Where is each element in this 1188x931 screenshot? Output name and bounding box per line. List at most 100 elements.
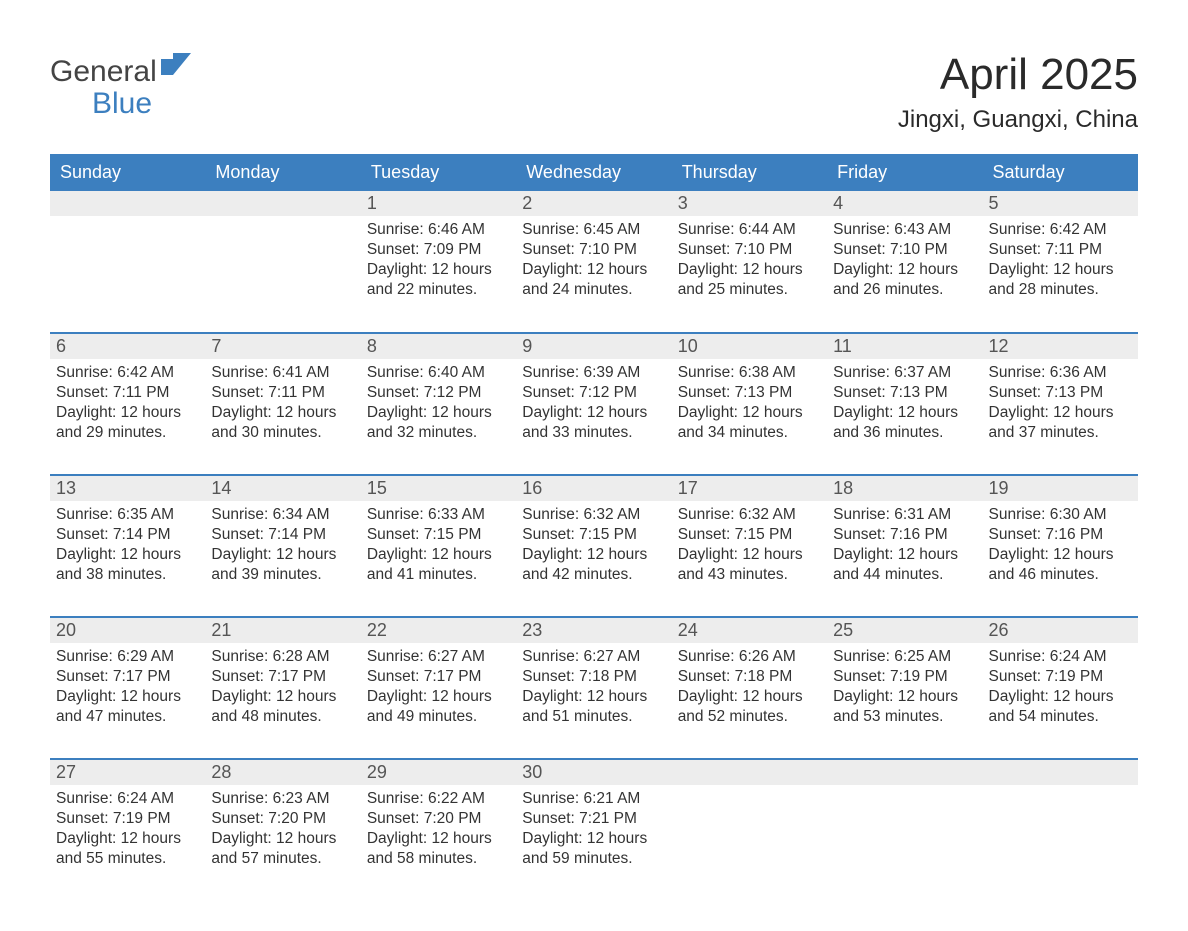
sunrise-line: Sunrise: 6:26 AM xyxy=(678,647,821,667)
calendar-day-cell xyxy=(50,191,205,333)
sunset-value: 7:18 PM xyxy=(579,668,637,685)
sunset-label: Sunset: xyxy=(989,384,1042,401)
sunrise-value: 6:36 AM xyxy=(1050,364,1107,381)
day-number: 3 xyxy=(672,191,827,216)
sunrise-line: Sunrise: 6:41 AM xyxy=(211,363,354,383)
day-details: Sunrise: 6:28 AMSunset: 7:17 PMDaylight:… xyxy=(205,643,360,732)
sunset-value: 7:13 PM xyxy=(890,384,948,401)
daylight-label: Daylight: xyxy=(989,404,1049,421)
day-details: Sunrise: 6:21 AMSunset: 7:21 PMDaylight:… xyxy=(516,785,671,874)
sunrise-line: Sunrise: 6:25 AM xyxy=(833,647,976,667)
sunset-value: 7:17 PM xyxy=(113,668,171,685)
day-details: Sunrise: 6:32 AMSunset: 7:15 PMDaylight:… xyxy=(672,501,827,590)
sunset-label: Sunset: xyxy=(833,241,886,258)
day-number: 21 xyxy=(205,618,360,643)
sunrise-value: 6:28 AM xyxy=(273,648,330,665)
daylight-line: Daylight: 12 hours and 55 minutes. xyxy=(56,829,199,869)
calendar-day-cell: 20 Sunrise: 6:29 AMSunset: 7:17 PMDayligh… xyxy=(50,617,205,759)
day-number: 30 xyxy=(516,760,671,785)
sunrise-label: Sunrise: xyxy=(367,221,424,238)
calendar-day-cell: 28Sunrise: 6:23 AMSunset: 7:20 PMDayligh… xyxy=(205,759,360,901)
sunset-value: 7:11 PM xyxy=(113,384,170,401)
sunrise-label: Sunrise: xyxy=(989,648,1046,665)
day-details: Sunrise: 6:27 AMSunset: 7:17 PMDaylight:… xyxy=(361,643,516,732)
day-number: 24 xyxy=(672,618,827,643)
calendar-day-cell xyxy=(983,759,1138,901)
sunset-value: 7:13 PM xyxy=(1045,384,1103,401)
sunrise-value: 6:33 AM xyxy=(428,506,485,523)
sunset-value: 7:17 PM xyxy=(424,668,482,685)
sunrise-line: Sunrise: 6:40 AM xyxy=(367,363,510,383)
day-details: Sunrise: 6:37 AMSunset: 7:13 PMDaylight:… xyxy=(827,359,982,448)
sunset-label: Sunset: xyxy=(367,384,420,401)
calendar-day-cell: 24Sunrise: 6:26 AMSunset: 7:18 PMDayligh… xyxy=(672,617,827,759)
sunset-line: Sunset: 7:17 PM xyxy=(211,667,354,687)
day-details: Sunrise: 6:42 AMSunset: 7:11 PMDaylight:… xyxy=(50,359,205,448)
sunset-line: Sunset: 7:18 PM xyxy=(522,667,665,687)
sunrise-label: Sunrise: xyxy=(522,221,579,238)
sunset-label: Sunset: xyxy=(678,241,731,258)
sunrise-line: Sunrise: 6:29 AM xyxy=(56,647,199,667)
sunset-value: 7:20 PM xyxy=(268,810,326,827)
day-number: 20 xyxy=(50,618,205,643)
calendar-day-cell: 7Sunrise: 6:41 AMSunset: 7:11 PMDaylight… xyxy=(205,333,360,475)
daylight-line: Daylight: 12 hours and 52 minutes. xyxy=(678,687,821,727)
sunset-line: Sunset: 7:12 PM xyxy=(367,383,510,403)
day-number: 9 xyxy=(516,334,671,359)
sunset-label: Sunset: xyxy=(522,526,575,543)
sunrise-value: 6:24 AM xyxy=(1050,648,1107,665)
day-number: 16 xyxy=(516,476,671,501)
day-number: 5 xyxy=(983,191,1138,216)
daylight-line: Daylight: 12 hours and 36 minutes. xyxy=(833,403,976,443)
sunrise-line: Sunrise: 6:42 AM xyxy=(56,363,199,383)
sunrise-label: Sunrise: xyxy=(367,506,424,523)
daylight-line: Daylight: 12 hours and 49 minutes. xyxy=(367,687,510,727)
day-details: Sunrise: 6:24 AMSunset: 7:19 PMDaylight:… xyxy=(983,643,1138,732)
calendar-week-row: 20Sunrise: 6:29 AMSunset: 7:17 PMDayligh… xyxy=(50,617,1138,759)
calendar-day-cell: 9Sunrise: 6:39 AMSunset: 7:12 PMDaylight… xyxy=(516,333,671,475)
sunset-value: 7:10 PM xyxy=(735,241,793,258)
daylight-label: Daylight: xyxy=(678,404,738,421)
sunset-line: Sunset: 7:15 PM xyxy=(367,525,510,545)
daylight-label: Daylight: xyxy=(678,546,738,563)
daylight-line: Daylight: 12 hours and 28 minutes. xyxy=(989,260,1132,300)
sunset-line: Sunset: 7:17 PM xyxy=(56,667,199,687)
sunrise-label: Sunrise: xyxy=(678,506,735,523)
daylight-line: Daylight: 12 hours and 54 minutes. xyxy=(989,687,1132,727)
calendar-day-cell: 26Sunrise: 6:24 AMSunset: 7:19 PMDayligh… xyxy=(983,617,1138,759)
day-details: Sunrise: 6:41 AMSunset: 7:11 PMDaylight:… xyxy=(205,359,360,448)
day-details: Sunrise: 6:43 AMSunset: 7:10 PMDaylight:… xyxy=(827,216,982,305)
calendar-day-cell: 3Sunrise: 6:44 AMSunset: 7:10 PMDaylight… xyxy=(672,191,827,333)
sunrise-value: 6:27 AM xyxy=(583,648,640,665)
sunrise-label: Sunrise: xyxy=(989,364,1046,381)
sunset-line: Sunset: 7:12 PM xyxy=(522,383,665,403)
calendar-day-cell: 2Sunrise: 6:45 AMSunset: 7:10 PMDaylight… xyxy=(516,191,671,333)
calendar-table: Sunday Monday Tuesday Wednesday Thursday… xyxy=(50,154,1138,901)
sunrise-value: 6:43 AM xyxy=(894,221,951,238)
sunrise-label: Sunrise: xyxy=(522,364,579,381)
sunset-line: Sunset: 7:10 PM xyxy=(678,240,821,260)
daylight-label: Daylight: xyxy=(522,830,582,847)
sunrise-value: 6:22 AM xyxy=(428,790,485,807)
sunrise-value: 6:32 AM xyxy=(739,506,796,523)
sunset-value: 7:19 PM xyxy=(113,810,171,827)
calendar-week-row: 27Sunrise: 6:24 AMSunset: 7:19 PMDayligh… xyxy=(50,759,1138,901)
day-number: 1 xyxy=(361,191,516,216)
sunrise-label: Sunrise: xyxy=(211,790,268,807)
calendar-day-cell: 18Sunrise: 6:31 AMSunset: 7:16 PMDayligh… xyxy=(827,475,982,617)
sunset-value: 7:10 PM xyxy=(579,241,637,258)
title-block: April 2025 Jingxi, Guangxi, China xyxy=(898,50,1138,134)
daylight-line: Daylight: 12 hours and 26 minutes. xyxy=(833,260,976,300)
daylight-label: Daylight: xyxy=(56,688,116,705)
day-number xyxy=(205,191,360,216)
calendar-day-cell: 30Sunrise: 6:21 AMSunset: 7:21 PMDayligh… xyxy=(516,759,671,901)
sunset-label: Sunset: xyxy=(833,668,886,685)
daylight-label: Daylight: xyxy=(989,688,1049,705)
calendar-day-cell: 13Sunrise: 6:35 AMSunset: 7:14 PMDayligh… xyxy=(50,475,205,617)
sunrise-value: 6:38 AM xyxy=(739,364,796,381)
sunset-line: Sunset: 7:11 PM xyxy=(56,383,199,403)
weekday-header: Monday xyxy=(205,154,360,191)
sunset-label: Sunset: xyxy=(989,668,1042,685)
day-number: 27 xyxy=(50,760,205,785)
calendar-day-cell: 22Sunrise: 6:27 AMSunset: 7:17 PMDayligh… xyxy=(361,617,516,759)
